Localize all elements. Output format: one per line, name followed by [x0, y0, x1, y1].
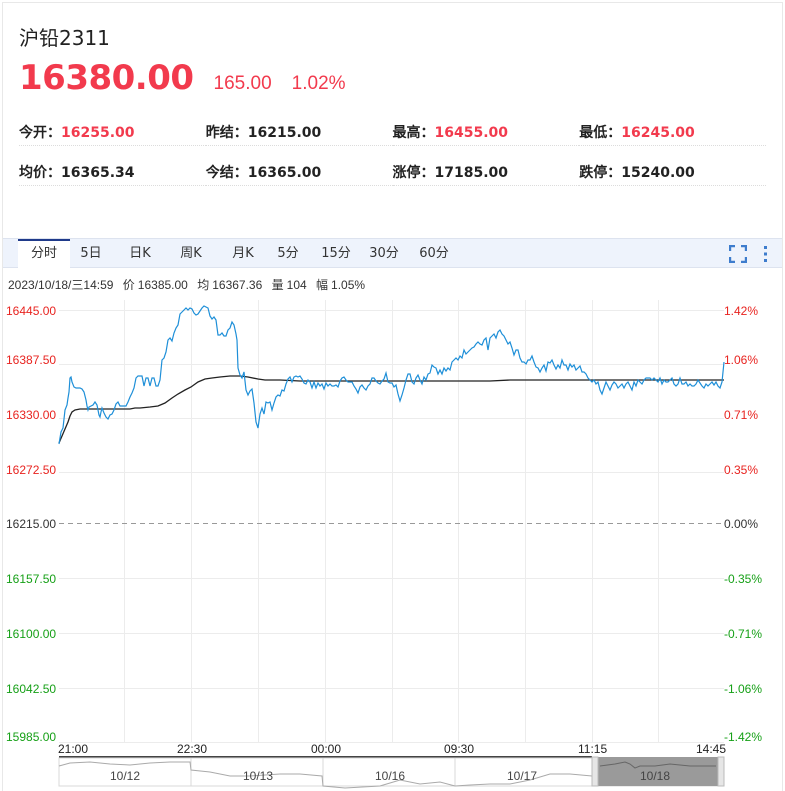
- more-vertical-icon[interactable]: [762, 245, 770, 263]
- y-tick-left: 15985.00: [6, 730, 57, 744]
- last-price: 16380.00: [19, 58, 194, 98]
- stat-value: 15240.00: [621, 165, 695, 181]
- y-tick-left: 16272.50: [6, 463, 57, 477]
- info-volume-label: 量: [271, 278, 284, 292]
- y-tick-left: 16100.00: [6, 627, 57, 641]
- stat-value: 16455.00: [434, 125, 509, 141]
- stat-value: 16215.00: [247, 125, 322, 141]
- price-change-percent: 1.02%: [291, 73, 346, 94]
- y-tick-right: -0.35%: [724, 572, 763, 586]
- tab-5min[interactable]: 5分: [277, 246, 299, 261]
- tab-daily-k[interactable]: 日K: [129, 246, 151, 261]
- info-datetime: 2023/10/18/三14:59: [8, 278, 114, 292]
- stat-value: 16245.00: [621, 125, 695, 141]
- info-range: 1.05%: [331, 278, 366, 292]
- stat-value: 16365.00: [247, 165, 322, 181]
- navigator-date: 10/12: [110, 769, 141, 783]
- y-tick-right: -1.06%: [724, 682, 763, 696]
- intraday-chart[interactable]: [0, 295, 785, 791]
- contract-title: 沪铅2311: [19, 26, 110, 50]
- y-tick-left: 16215.00: [6, 517, 57, 531]
- tab-5day[interactable]: 5日: [80, 246, 102, 261]
- horizontal-gridlines: [59, 310, 724, 743]
- price-summary: 16380.00 165.00 1.02%: [19, 58, 346, 98]
- navigator-date: 10/13: [243, 769, 274, 783]
- y-tick-left: 16445.00: [6, 304, 57, 318]
- info-avg: 16367.36: [212, 278, 263, 292]
- stat-prev-settle: 昨结：16215.00: [205, 120, 393, 146]
- x-tick: 22:30: [177, 742, 208, 756]
- info-range-label: 幅: [316, 278, 329, 292]
- y-tick-left: 16330.00: [6, 408, 57, 422]
- stat-low: 最低：16245.00: [579, 120, 766, 146]
- x-tick: 21:00: [58, 742, 89, 756]
- y-tick-right: 0.71%: [724, 408, 759, 422]
- stats-row: 均价：16365.34 今结：16365.00 涨停：17185.00 跌停：1…: [19, 160, 766, 200]
- stat-settle: 今结：16365.00: [205, 160, 393, 186]
- info-volume: 104: [286, 278, 307, 292]
- price-change: 165.00: [213, 73, 272, 94]
- y-tick-right: 0.35%: [724, 463, 759, 477]
- y-tick-right: 1.42%: [724, 304, 759, 318]
- y-tick-right: -0.71%: [724, 627, 763, 641]
- date-navigator[interactable]: [0, 756, 785, 791]
- vertical-gridlines: [124, 300, 659, 742]
- tab-15min[interactable]: 15分: [321, 246, 351, 261]
- price-line: [58, 305, 725, 445]
- navigator-selection[interactable]: [592, 757, 724, 786]
- y-tick-right: 1.06%: [724, 353, 759, 367]
- x-tick: 09:30: [444, 742, 475, 756]
- info-avg-label: 均: [197, 278, 210, 292]
- y-tick-left: 16157.50: [6, 572, 57, 586]
- stat-open: 今开：16255.00: [19, 120, 206, 146]
- x-tick: 00:00: [311, 742, 342, 756]
- y-tick-left: 16042.50: [6, 682, 57, 696]
- y-tick-right: 0.00%: [724, 517, 759, 531]
- tab-30min[interactable]: 30分: [369, 246, 399, 261]
- navigator-date: 10/18: [640, 769, 671, 783]
- info-price-label: 价: [122, 278, 135, 292]
- average-price-line: [58, 375, 724, 444]
- stat-limit-down: 跌停：15240.00: [579, 160, 766, 186]
- stat-avg-price: 均价：16365.34: [19, 160, 206, 186]
- x-tick: 14:45: [696, 742, 727, 756]
- stats-row: 今开：16255.00 昨结：16215.00 最高：16455.00 最低：1…: [19, 120, 766, 160]
- tab-60min[interactable]: 60分: [419, 246, 449, 261]
- y-tick-left: 16387.50: [6, 353, 57, 367]
- info-price: 16385.00: [137, 278, 188, 292]
- chart-period-tabs: 分时 5日 日K 周K 月K 5分 15分 30分 60分: [3, 238, 782, 268]
- navigator-date: 10/17: [507, 769, 538, 783]
- stat-high: 最高：16455.00: [392, 120, 580, 146]
- stat-value: 17185.00: [434, 165, 509, 181]
- tab-monthly-k[interactable]: 月K: [232, 246, 254, 261]
- navigator-left-handle[interactable]: [591, 756, 599, 787]
- navigator-right-handle[interactable]: [717, 756, 725, 787]
- tab-intraday[interactable]: 分时: [18, 239, 70, 268]
- stats-grid: 今开：16255.00 昨结：16215.00 最高：16455.00 最低：1…: [19, 120, 766, 200]
- stat-limit-up: 涨停：17185.00: [392, 160, 580, 186]
- tab-weekly-k[interactable]: 周K: [180, 246, 202, 261]
- y-tick-right: -1.42%: [724, 730, 763, 744]
- x-tick: 11:15: [578, 742, 608, 756]
- stat-value: 16255.00: [61, 125, 135, 141]
- navigator-date: 10/16: [375, 769, 406, 783]
- fullscreen-icon[interactable]: [729, 245, 747, 263]
- stat-value: 16365.34: [61, 165, 135, 181]
